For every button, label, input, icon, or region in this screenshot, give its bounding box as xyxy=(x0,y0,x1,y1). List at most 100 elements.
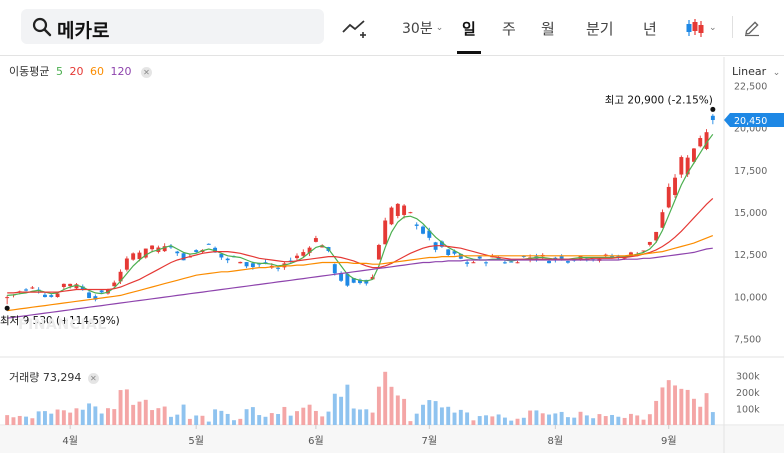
pencil-icon xyxy=(745,21,759,37)
volume-bar xyxy=(553,413,558,425)
volume-bar xyxy=(477,416,482,425)
candle-body xyxy=(288,260,293,262)
candle-body xyxy=(679,157,684,175)
volume-bar xyxy=(257,415,262,425)
volume-bar xyxy=(345,384,350,425)
volume-bar xyxy=(666,380,671,425)
ma-legend: 이동평균 5 20 60 120 ✕ xyxy=(9,63,155,79)
volume-bar xyxy=(74,408,79,425)
last-price-label: 20,450 xyxy=(734,116,767,127)
candle-body xyxy=(74,284,79,289)
volume-bar xyxy=(603,416,608,425)
candle-body xyxy=(628,252,633,255)
ma-legend-label: 이동평균 xyxy=(9,65,50,78)
price-chart[interactable]: 7,500 10,000 12,500 15,000 17,500 20,000 22,50… xyxy=(0,57,784,453)
volume-bar xyxy=(80,409,85,425)
scale-select[interactable]: Linear ⌄ xyxy=(732,65,780,78)
candle-body xyxy=(673,177,677,195)
volume-bar xyxy=(36,411,41,425)
edit-button[interactable] xyxy=(743,0,761,56)
search-box[interactable]: 메카로 xyxy=(21,9,324,44)
candle-body xyxy=(43,294,47,298)
interval-select[interactable]: 30분 ⌄ xyxy=(402,0,443,56)
chevron-down-icon: ⌄ xyxy=(772,68,781,78)
candle-body xyxy=(131,253,136,260)
candle-body xyxy=(61,283,66,287)
high-marker xyxy=(710,106,716,112)
volume-bar xyxy=(647,414,652,425)
candle-body xyxy=(358,279,362,284)
volume-bar xyxy=(93,406,98,425)
chevron-down-icon: ⌄ xyxy=(435,23,444,33)
volume-bar xyxy=(452,412,457,425)
chart-type-select[interactable]: ⌄ xyxy=(684,0,717,56)
y-tick-label: 10,000 xyxy=(734,292,767,303)
volume-bar xyxy=(679,388,684,425)
close-icon[interactable]: ✕ xyxy=(140,66,152,78)
candle-body xyxy=(112,282,117,287)
volume-bar xyxy=(24,416,29,425)
volume-bar xyxy=(691,398,696,425)
chart-area[interactable]: 7,500 10,000 12,500 15,000 17,500 20,000 22,50… xyxy=(0,57,784,453)
volume-bar xyxy=(591,418,596,425)
candle-body xyxy=(710,115,715,121)
volume-bar xyxy=(30,418,35,425)
low-marker xyxy=(4,305,10,311)
candle-body xyxy=(603,254,608,256)
drawing-tool-button[interactable] xyxy=(342,0,368,56)
volume-bar xyxy=(238,418,243,425)
volume-bar xyxy=(276,414,281,425)
volume-bar xyxy=(376,386,381,425)
x-tick-label: 5월 xyxy=(188,435,204,447)
candle-body xyxy=(345,273,350,286)
volume-bar xyxy=(351,408,356,425)
volume-bar xyxy=(704,393,709,425)
volume-bar xyxy=(616,416,621,425)
volume-bar xyxy=(496,414,501,425)
volume-bar xyxy=(465,412,470,425)
candle-body xyxy=(439,241,444,247)
volume-bar xyxy=(547,414,551,425)
volume-bar xyxy=(610,414,614,425)
volume-bar xyxy=(232,420,236,425)
volume-bar xyxy=(162,406,167,425)
ma60-label: 60 xyxy=(89,65,104,78)
volume-bar xyxy=(383,371,388,425)
tab-day[interactable]: 일 xyxy=(462,19,476,38)
close-icon[interactable]: ✕ xyxy=(87,372,99,384)
volume-bar xyxy=(584,415,589,425)
volume-bar xyxy=(458,409,463,425)
tab-year[interactable]: 년 xyxy=(643,19,657,38)
volume-bar xyxy=(673,385,677,425)
tab-quarter[interactable]: 분기 xyxy=(586,19,614,38)
volume-bar xyxy=(660,387,665,425)
candle-body xyxy=(704,132,709,149)
candle-body xyxy=(351,278,356,283)
candle-body xyxy=(87,292,92,298)
x-tick-label: 8월 xyxy=(548,435,564,447)
candle-body xyxy=(698,138,703,147)
volume-bar xyxy=(263,416,268,425)
candle-body xyxy=(565,261,570,263)
volume-bar xyxy=(685,389,690,425)
volume-bar xyxy=(339,396,344,425)
volume-bar xyxy=(635,415,640,425)
volume-bar xyxy=(61,410,66,425)
volume-value: 73,294 xyxy=(42,371,82,384)
candle-body xyxy=(402,205,407,215)
volume-bar xyxy=(521,417,526,425)
volume-bar xyxy=(421,404,425,425)
volume-bar xyxy=(484,415,488,425)
volume-bar xyxy=(534,410,539,425)
candle-body xyxy=(250,263,255,268)
candle-body xyxy=(364,279,369,284)
tab-month[interactable]: 월 xyxy=(541,19,555,38)
tab-week[interactable]: 주 xyxy=(502,19,516,38)
candle-body xyxy=(301,252,306,256)
candle-body xyxy=(80,286,85,290)
candle-body xyxy=(118,271,123,282)
ma-line-60 xyxy=(7,235,714,312)
candle-body xyxy=(206,243,211,245)
volume-bar xyxy=(395,395,400,425)
volume-legend: 거래량 73,294 ✕ xyxy=(9,369,99,385)
